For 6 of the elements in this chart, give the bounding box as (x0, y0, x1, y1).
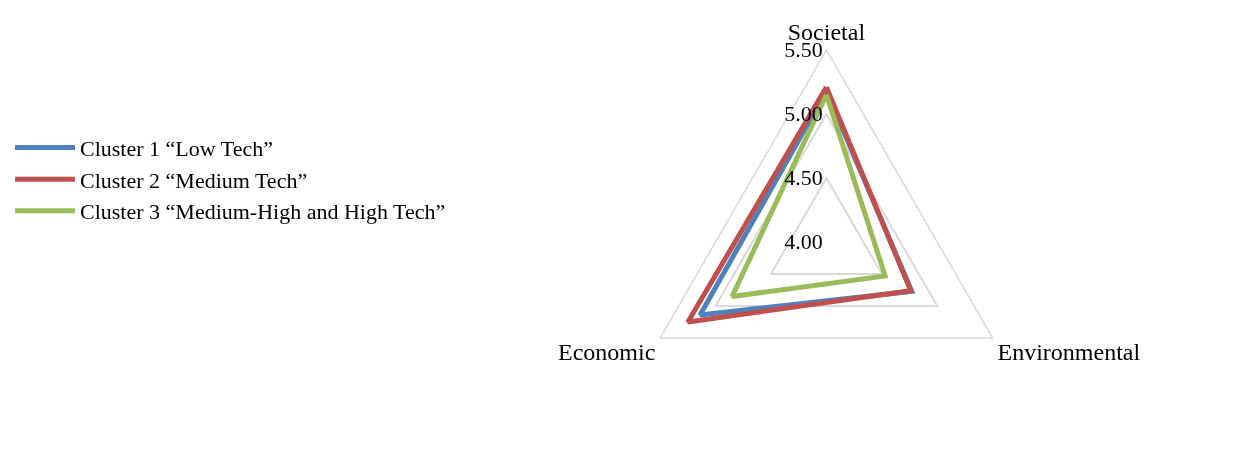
legend-label: Cluster 3 “Medium-High and High Tech” (80, 199, 446, 225)
legend-label: Cluster 2 “Medium Tech” (80, 167, 308, 193)
spoke-label: Environmental (997, 339, 1141, 366)
spoke-label: Economic (558, 339, 656, 366)
legend-label: Cluster 1 “Low Tech” (80, 136, 273, 162)
y-tick-label: 4.00 (784, 229, 823, 255)
